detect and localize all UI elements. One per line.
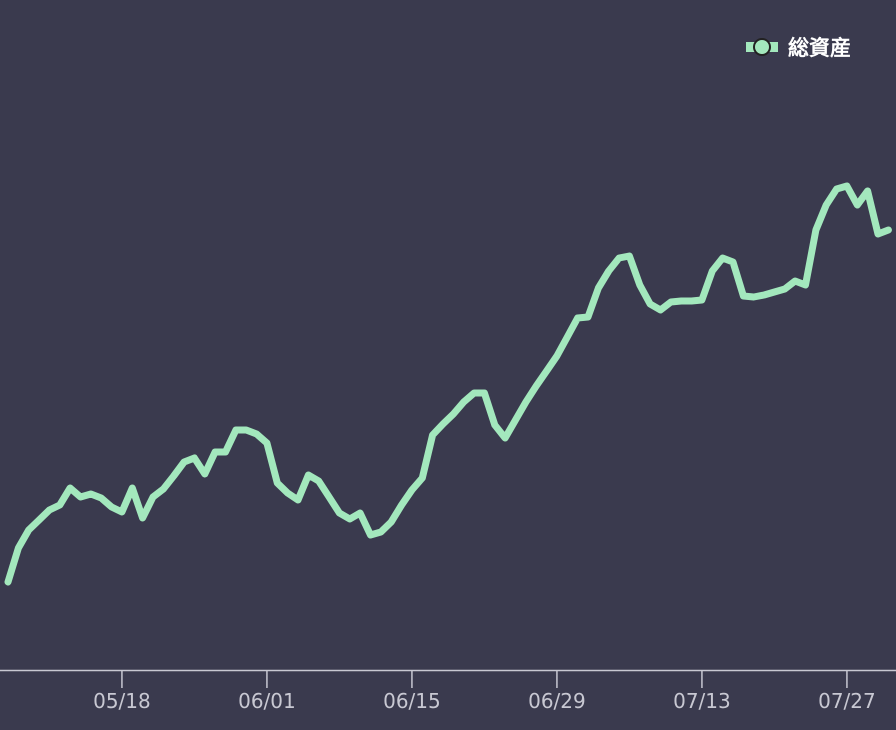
x-tick-label: 07/13	[673, 689, 731, 713]
x-tick-label: 06/01	[238, 689, 296, 713]
x-tick-label: 06/15	[383, 689, 441, 713]
x-tick-label: 06/29	[528, 689, 586, 713]
line	[4, 182, 892, 586]
legend-label: 総資産	[788, 36, 851, 60]
x-tick-label: 05/18	[93, 689, 151, 713]
legend-marker	[753, 38, 771, 56]
x-tick-label: 07/27	[818, 689, 876, 713]
legend-item: 総資産	[746, 36, 851, 60]
